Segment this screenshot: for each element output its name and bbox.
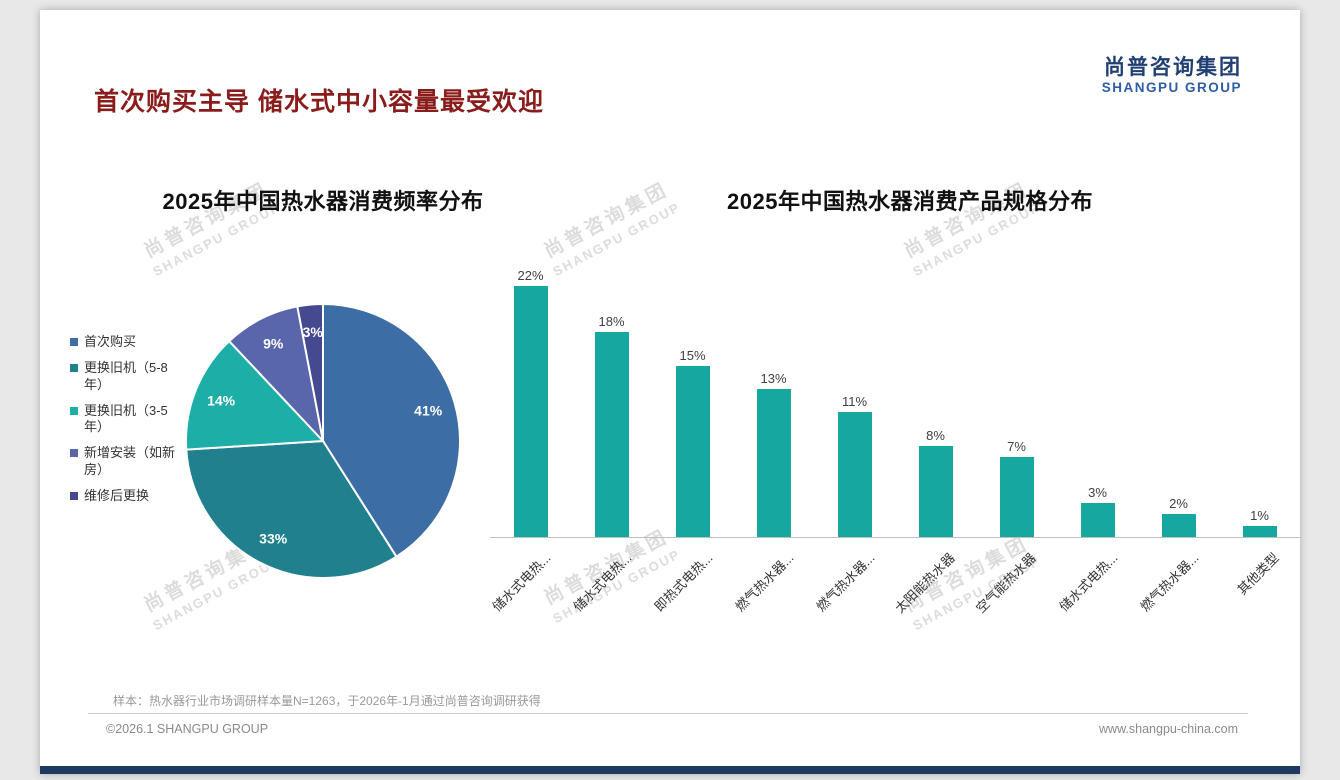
legend-label: 更换旧机（5-8年） <box>84 360 168 392</box>
bar-x-label: 燃气热水器... <box>731 550 797 615</box>
bar-x-label: 其他类型 <box>1234 550 1283 598</box>
legend-swatch <box>70 338 78 346</box>
bar-column: 18% <box>571 314 652 537</box>
pie-value-label: 9% <box>263 335 284 351</box>
bar <box>918 445 953 537</box>
pie-chart-title: 2025年中国热水器消费频率分布 <box>162 189 484 214</box>
bar-value-label: 8% <box>926 427 945 443</box>
pie-value-label: 41% <box>414 402 443 418</box>
pie-value-label: 14% <box>207 393 236 409</box>
bar-value-label: 15% <box>679 348 706 363</box>
bar-label-cell: 燃气热水器... <box>731 538 814 643</box>
legend-label: 新增安装（如新房） <box>84 445 176 477</box>
copyright-text: ©2026.1 SHANGPU GROUP <box>106 722 269 736</box>
bar <box>513 286 548 537</box>
bar <box>1161 514 1196 537</box>
logo-en-text: SHANGPU GROUP <box>1101 80 1242 96</box>
slide-card: 尚普咨询集团 SHANGPU GROUP 尚普咨询集团 SHANGPU GROUP 尚普… <box>40 10 1300 774</box>
legend-swatch <box>70 364 78 373</box>
bar-plot-area: 22% 18% 15% 13% 11% 8% 7% 3% 2% 1% <box>490 265 1300 538</box>
legend-item: 更换旧机（3-5年） <box>70 403 182 436</box>
legend-item: 维修后更换 <box>70 488 182 504</box>
bar-label-cell: 燃气热水器... <box>812 538 895 643</box>
legend-swatch <box>70 491 78 500</box>
bar-value-label: 7% <box>1007 439 1026 455</box>
pie-slice-1 <box>185 439 398 579</box>
bar-value-label: 2% <box>1169 496 1188 512</box>
bar-column: 3% <box>1057 485 1138 537</box>
bar-label-cell: 燃气热水器... <box>1136 538 1219 643</box>
pie-value-label: 3% <box>303 324 324 340</box>
pie-chart: 41% 33% 14% 9% 3% <box>185 302 461 579</box>
bar-value-label: 3% <box>1088 484 1107 500</box>
bar-column: 11% <box>814 394 895 537</box>
bottom-accent-bar <box>40 766 1300 774</box>
bar <box>1080 502 1115 537</box>
footer-row: ©2026.1 SHANGPU GROUP www.shangpu-china.… <box>106 722 1238 736</box>
bar-label-cell: 储水式电热... <box>488 538 571 643</box>
bar-column: 2% <box>1138 496 1219 537</box>
bar <box>999 457 1034 537</box>
pie-value-label: 33% <box>259 531 288 547</box>
bar <box>675 366 710 537</box>
bar <box>837 411 872 537</box>
bar <box>1242 525 1277 537</box>
footer-divider <box>88 713 1248 714</box>
bar <box>594 331 629 537</box>
website-text: www.shangpu-china.com <box>1099 722 1238 736</box>
bar-column: 1% <box>1219 508 1300 537</box>
legend-label: 维修后更换 <box>84 487 150 503</box>
bar-x-label: 太阳能热水器 <box>892 550 959 616</box>
pie-slice-2 <box>185 339 326 451</box>
sample-note: 样本：热水器行业市场调研样本量N=1263，于2026年-1月通过尚普咨询调研获… <box>113 694 541 708</box>
legend-swatch <box>70 406 78 415</box>
bar-value-label: 22% <box>517 268 544 284</box>
bar-column: 13% <box>733 371 814 537</box>
legend-swatch <box>70 449 78 458</box>
bar-value-label: 13% <box>760 370 787 386</box>
bar-value-label: 18% <box>598 313 625 329</box>
logo-cn-text: 尚普咨询集团 <box>1104 56 1242 79</box>
bar-x-label: 燃气热水器... <box>812 550 878 615</box>
bar-label-cell: 储水式电热... <box>1055 538 1138 643</box>
legend-label: 更换旧机（3-5年） <box>84 402 168 434</box>
bar-label-cell: 空气能热水器 <box>973 538 1057 643</box>
bar-value-label: 11% <box>841 393 868 409</box>
bar-x-axis-labels: 储水式电热... 储水式电热... 即热式电热... 燃气热水器... 燃气热水器...… <box>488 538 1300 643</box>
bar-column: 15% <box>652 348 733 537</box>
bar-column: 8% <box>895 428 976 537</box>
bar-chart-title: 2025年中国热水器消费产品规格分布 <box>727 189 1093 214</box>
bar-label-cell: 即热式电热... <box>650 538 733 643</box>
bar-x-label: 空气能热水器 <box>973 550 1040 616</box>
logo: 尚普咨询集团 SHANGPU GROUP <box>1102 56 1242 96</box>
bar-x-label: 即热式电热... <box>650 550 716 615</box>
legend-item: 新增安装（如新房） <box>70 445 182 478</box>
bar-label-cell: 其他类型 <box>1219 538 1300 643</box>
legend-label: 首次购买 <box>84 334 137 349</box>
page-title: 首次购买主导 储水式中小容量最受欢迎 <box>94 88 544 116</box>
bar-column: 22% <box>490 268 571 537</box>
bar-value-label: 1% <box>1250 507 1269 523</box>
pie-slice-4 <box>296 302 324 442</box>
bar-chart: 22% 18% 15% 13% 11% 8% 7% 3% 2% 1% 储水式电热... 储水式电热.… <box>488 265 1300 643</box>
legend-item: 首次购买 <box>70 334 182 350</box>
legend-item: 更换旧机（5-8年） <box>70 360 182 393</box>
bar-x-label: 储水式电热... <box>569 550 635 615</box>
bar-column: 7% <box>976 439 1057 537</box>
bar-label-cell: 储水式电热... <box>569 538 652 643</box>
bar <box>756 388 791 537</box>
bar-label-cell: 太阳能热水器 <box>892 538 976 643</box>
bar-x-label: 燃气热水器... <box>1136 550 1202 615</box>
bar-x-label: 储水式电热... <box>488 550 554 615</box>
pie-legend: 首次购买更换旧机（5-8年） 更换旧机（3-5年） 新增安装（如新房） 维修后更换 <box>70 334 182 514</box>
bar-x-label: 储水式电热... <box>1055 550 1121 615</box>
